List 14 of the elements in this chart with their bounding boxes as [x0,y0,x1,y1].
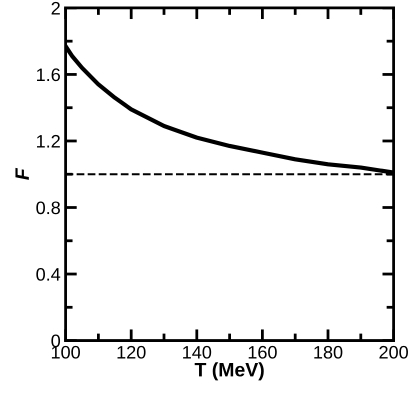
y-tick-label: 1.6 [37,68,60,82]
y-tick-label: 0.4 [36,268,60,281]
y-tick-label: 0 [51,334,60,348]
y-axis-title: F [15,168,29,180]
x-tick-label: 100 [52,346,80,359]
y-tick-label: 2 [52,2,60,14]
x-tick-label: 120 [118,346,146,359]
x-tick-label: 180 [314,346,342,359]
y-tick-label: 0.8 [36,201,60,214]
y-tick-label: 1.2 [37,134,60,148]
x-axis-title: T (MeV) [194,362,264,380]
x-tick-label: 200 [379,346,408,359]
x-tick-label: 160 [248,346,277,359]
x-tick-label: 140 [183,346,212,359]
